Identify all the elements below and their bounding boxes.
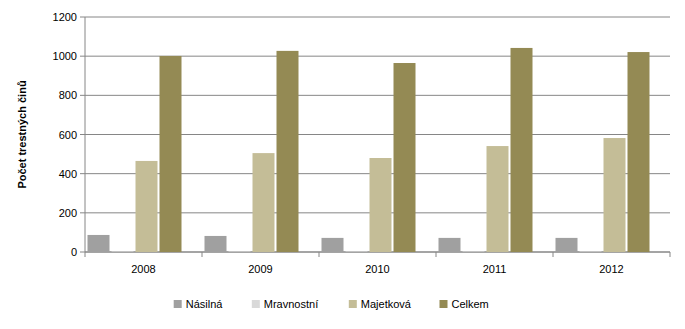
bar [604,138,626,252]
x-tick [202,252,203,257]
y-axis-label: Počet trestných činů [16,80,28,188]
legend-label: Celkem [452,298,489,310]
grid-line [85,17,670,18]
y-tick [80,252,85,253]
bar [136,161,158,252]
bar [556,238,578,252]
y-tick-label: 600 [59,129,77,141]
bar [88,235,110,252]
chart: 0 200 400 600 800 1000 1200 2008 2009 2010 2011 201… [0,0,685,329]
legend-swatch [174,300,182,308]
legend-label: Mravnostní [264,298,318,310]
y-tick-label: 0 [71,246,77,258]
legend-swatch [252,300,260,308]
y-tick [80,173,85,174]
legend-swatch [349,300,357,308]
x-tick [319,252,320,257]
bars [88,48,650,252]
bar [487,146,509,252]
x-tick-label: 2008 [131,263,155,275]
bar [322,238,344,252]
x-tick-label: 2011 [483,263,507,275]
bar [511,48,533,252]
y-tick-label: 200 [59,207,77,219]
x-tick-label: 2012 [599,263,623,275]
bar [160,56,182,252]
x-tick [670,252,671,257]
bar [205,236,227,252]
bar [253,153,275,252]
bar [439,238,461,252]
legend-label: Násilná [186,298,224,310]
x-tick [85,252,86,257]
x-tick [436,252,437,257]
legend-label: Majetková [361,298,412,310]
legend-swatch [440,300,448,308]
bar [229,251,251,252]
bar [394,63,416,252]
bar [370,158,392,252]
y-tick [80,212,85,213]
bar [580,251,602,252]
x-tick [553,252,554,257]
y-tick-label: 1000 [53,50,77,62]
y-tick [80,95,85,96]
y-tick [80,134,85,135]
x-tick-label: 2010 [365,263,389,275]
y-tick-label: 400 [59,168,77,180]
legend: Násilná Mravnostní Majetková Celkem [174,298,489,310]
x-tick-label: 2009 [248,263,272,275]
bar [463,251,485,252]
y-tick-label: 1200 [53,11,77,23]
bar [346,251,368,252]
y-axis [85,17,86,252]
bar [112,251,134,252]
y-tick [80,56,85,57]
bar [277,51,299,252]
bar [628,52,650,252]
y-tick [80,17,85,18]
y-tick-label: 800 [59,89,77,101]
